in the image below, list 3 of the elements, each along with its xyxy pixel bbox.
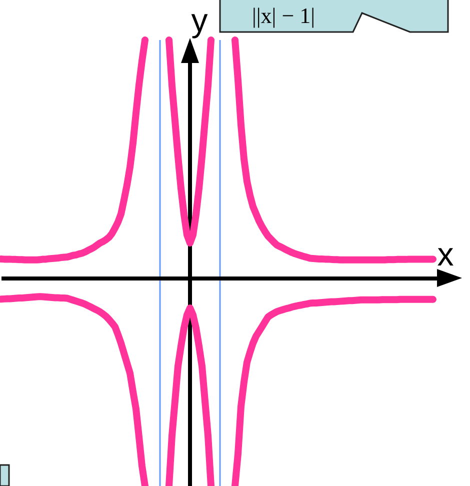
x-axis-title: x [437, 235, 454, 272]
y-axis-title: y [191, 2, 208, 38]
text: ||x| − 1| [252, 3, 316, 29]
